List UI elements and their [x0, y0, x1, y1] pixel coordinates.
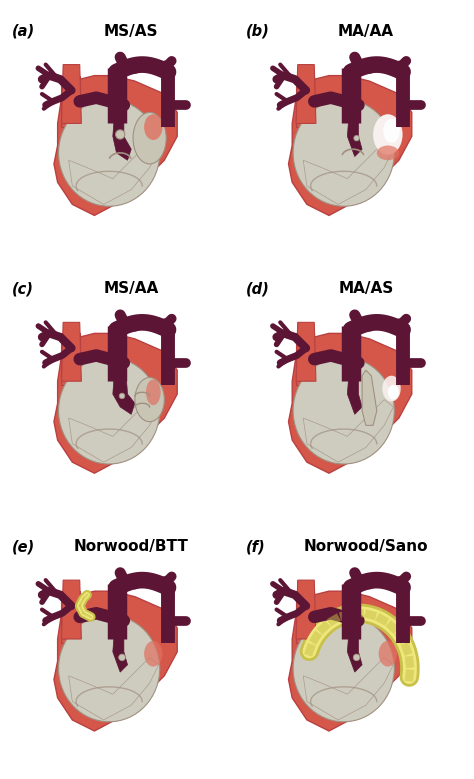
Text: Norwood/BTT: Norwood/BTT: [74, 539, 189, 554]
Polygon shape: [296, 591, 314, 643]
Polygon shape: [62, 65, 82, 123]
Polygon shape: [62, 323, 82, 381]
Polygon shape: [303, 657, 393, 720]
Text: (d): (d): [246, 281, 270, 297]
Polygon shape: [296, 76, 314, 127]
Polygon shape: [362, 370, 377, 425]
Ellipse shape: [146, 379, 161, 405]
Polygon shape: [54, 591, 177, 731]
Polygon shape: [347, 602, 362, 672]
Polygon shape: [69, 400, 159, 462]
Polygon shape: [113, 602, 128, 672]
Polygon shape: [61, 333, 80, 385]
Ellipse shape: [293, 615, 394, 722]
Ellipse shape: [59, 615, 160, 722]
Polygon shape: [113, 344, 135, 414]
Ellipse shape: [388, 385, 399, 400]
Circle shape: [116, 130, 125, 139]
Ellipse shape: [144, 641, 163, 667]
Ellipse shape: [144, 115, 163, 140]
Text: (f): (f): [246, 539, 266, 554]
Ellipse shape: [293, 100, 394, 206]
Ellipse shape: [377, 146, 399, 160]
Polygon shape: [289, 76, 412, 216]
Polygon shape: [303, 400, 393, 462]
Ellipse shape: [373, 115, 402, 155]
Ellipse shape: [59, 358, 160, 464]
Text: MS/AS: MS/AS: [104, 23, 158, 39]
Polygon shape: [347, 344, 362, 414]
Polygon shape: [289, 591, 412, 731]
Text: MA/AS: MA/AS: [338, 281, 393, 297]
Polygon shape: [62, 580, 82, 639]
Polygon shape: [69, 657, 159, 720]
Text: (c): (c): [12, 281, 34, 297]
Ellipse shape: [135, 378, 164, 421]
Ellipse shape: [133, 112, 166, 164]
Polygon shape: [289, 333, 412, 473]
Text: (b): (b): [246, 23, 270, 39]
Polygon shape: [69, 142, 159, 204]
Polygon shape: [296, 333, 314, 385]
Polygon shape: [296, 323, 316, 381]
Ellipse shape: [293, 358, 394, 464]
Polygon shape: [113, 86, 131, 160]
Polygon shape: [54, 333, 177, 473]
Ellipse shape: [383, 119, 400, 143]
Ellipse shape: [383, 375, 401, 401]
Ellipse shape: [379, 641, 397, 667]
Polygon shape: [61, 591, 80, 643]
Polygon shape: [54, 76, 177, 216]
Text: Norwood/Sano: Norwood/Sano: [303, 539, 428, 554]
Ellipse shape: [59, 100, 160, 206]
Circle shape: [354, 136, 359, 141]
Text: MS/AA: MS/AA: [104, 281, 159, 297]
Polygon shape: [303, 142, 393, 204]
Circle shape: [353, 654, 360, 661]
Text: MA/AA: MA/AA: [338, 23, 394, 39]
Polygon shape: [61, 76, 80, 127]
Polygon shape: [296, 580, 316, 639]
Circle shape: [119, 393, 125, 399]
Text: (e): (e): [12, 539, 35, 554]
Polygon shape: [296, 65, 316, 123]
Circle shape: [118, 654, 125, 661]
Text: (a): (a): [12, 23, 35, 39]
Polygon shape: [347, 86, 362, 157]
